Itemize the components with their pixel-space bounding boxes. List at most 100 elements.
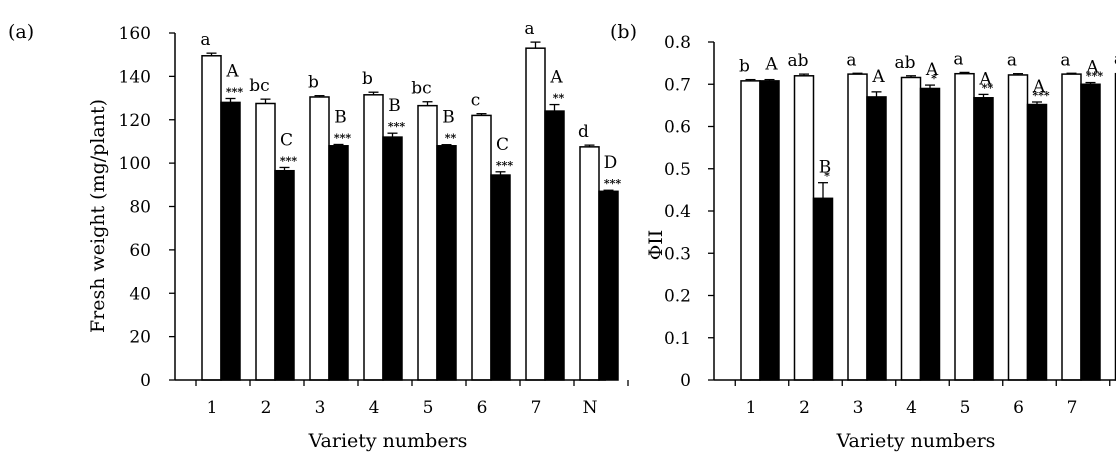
panel-a-black-bar [274,169,295,381]
panel-a-significance-letter: D [604,153,618,173]
panel-a-black-bar [436,145,457,381]
panel-a-significance-letter: B [388,96,401,116]
panel-b-x-tick-label: 5 [960,398,971,418]
panel-a-black-bar [598,190,619,381]
panel-a-y-tick-label: 60 [129,241,151,261]
panel-a-significance-stars: *** [388,120,406,133]
panel-a-significance-letter: c [471,91,481,111]
panel-a-x-tick-label: 4 [369,398,380,418]
panel-a-significance-letter: A [225,61,239,81]
panel-a-x-tick-label: N [583,398,598,418]
panel-a-y-tick-label: 40 [129,284,151,304]
panel-a-white-bar [201,55,222,381]
panel-a-y-tick-label: 20 [129,328,151,348]
panel-b-x-tick-label: 7 [1067,398,1078,418]
panel-a-y-axis-title: Fresh weight (mg/plant) [87,99,109,333]
panel-b-phi-ii-chart: (b) ΦII Variety numbers 0 0.1 0.2 0.3 0.4 0.5… [610,21,1116,452]
panel-a-white-bar [417,104,438,381]
panel-a-significance-letter: b [308,73,319,93]
panel-b-x-tick-label: 6 [1013,398,1024,418]
panel-b-significance-stars: * [931,72,937,85]
panel-b-y-tick-label: 0.1 [664,329,691,349]
panel-a-black-bar [490,174,511,381]
panel-a-y-tick-label: 140 [119,67,151,87]
panel-a-significance-stars: *** [496,159,514,172]
panel-a-significance-stars: ** [445,132,457,145]
panel-a-x-tick-label: 1 [207,398,218,418]
panel-b-x-tick-label: 3 [853,398,864,418]
panel-b-significance-letter: a [953,49,963,69]
panel-b-white-bar [740,80,761,381]
panel-a-significance-letter: bc [249,76,269,96]
panel-a-significance-stars: ** [553,92,565,105]
panel-a-x-tick-label: 6 [477,398,488,418]
panel-a-significance-stars: *** [226,85,244,98]
panel-b-white-bar [1061,73,1082,381]
panel-b-black-bar [812,197,834,381]
panel-b-significance-letter: ab [787,51,808,71]
panel-b-black-bar [919,87,941,381]
panel-b-x-tick-label: 2 [799,398,810,418]
panel-b-significance-letter: ab [894,53,915,73]
panel-b-white-bar [793,75,815,381]
panel-b-significance-letter: a [846,50,856,70]
panel-a-significance-letter: C [496,135,509,155]
panel-b-significance-letter: A [925,60,939,80]
panel-a-significance-stars: *** [280,154,298,167]
panel-b-y-tick-label: 0.3 [664,244,691,264]
panel-b-black-bar [973,97,994,381]
panel-b-black-bar [1080,83,1101,381]
panel-a-black-bar [544,110,565,381]
panel-b-significance-letter: b [739,57,750,77]
panel-a-significance-letter: a [200,30,210,50]
panel-a-significance-letter: B [442,108,455,128]
panel-a-significance-stars: *** [334,131,352,144]
panel-b-significance-letter: a [1007,51,1017,71]
panel-a-x-tick-label: 7 [531,398,542,418]
panel-a-x-axis-title: Variety numbers [308,430,468,452]
panel-a-x-tick-label: 5 [423,398,434,418]
panel-b-black-bar [759,80,780,381]
panel-b-y-tick-label: 0.8 [664,33,691,53]
panel-a-white-bar [525,47,546,381]
panel-a-white-bar [255,102,276,381]
panel-b-y-tick-label: 0.2 [664,287,691,307]
panel-b-y-tick-label: 0.4 [664,202,691,222]
panel-b-black-bar [1026,103,1048,381]
panel-b-significance-letter: B [819,158,832,178]
panel-b-significance-letter: A [871,67,885,87]
panel-b-x-tick-label: 4 [906,398,917,418]
panel-b-y-tick-label: 0.5 [664,160,691,180]
panel-a-white-bar [309,96,330,381]
panel-b-significance-letter: A [764,55,778,75]
panel-a-black-bar [328,145,349,381]
panel-b-significance-letter: A [978,69,992,89]
panel-b-significance-stars: *** [1086,70,1104,83]
panel-b-y-tick-label: 0 [680,371,691,391]
panel-a-label: (a) [8,21,34,43]
panel-a-y-tick-label: 160 [119,24,151,44]
panel-a-fresh-weight-chart: (a) Fresh weight (mg/plant) Variety numb… [8,19,629,452]
panel-a-white-bar [471,114,492,381]
panel-b-black-bar [866,96,887,381]
panel-b-white-bar [847,73,868,381]
panel-a-y-tick-label: 0 [140,371,151,391]
panel-a-significance-letter: A [549,68,563,88]
panel-a-black-bar [382,136,403,381]
panel-a-white-bar [363,94,384,381]
panel-a-x-tick-label: 2 [261,398,272,418]
panel-a-x-tick-label: 3 [315,398,326,418]
panel-a-significance-letter: bc [411,79,431,99]
panel-a-black-bar [220,101,241,381]
panel-b-significance-stars: ** [982,81,994,94]
panel-a-significance-letter: a [524,19,534,39]
panel-b-significance-letter: a [1060,50,1070,70]
panel-a-y-tick-label: 80 [129,198,151,218]
panel-b-white-bar [954,72,975,381]
panel-b-x-axis-title: Variety numbers [836,430,996,452]
panel-a-y-tick-label: 100 [119,154,151,174]
panel-b-y-tick-label: 0.6 [664,118,691,138]
panel-b-significance-stars: *** [1032,89,1050,102]
panel-a-significance-letter: b [362,69,373,89]
